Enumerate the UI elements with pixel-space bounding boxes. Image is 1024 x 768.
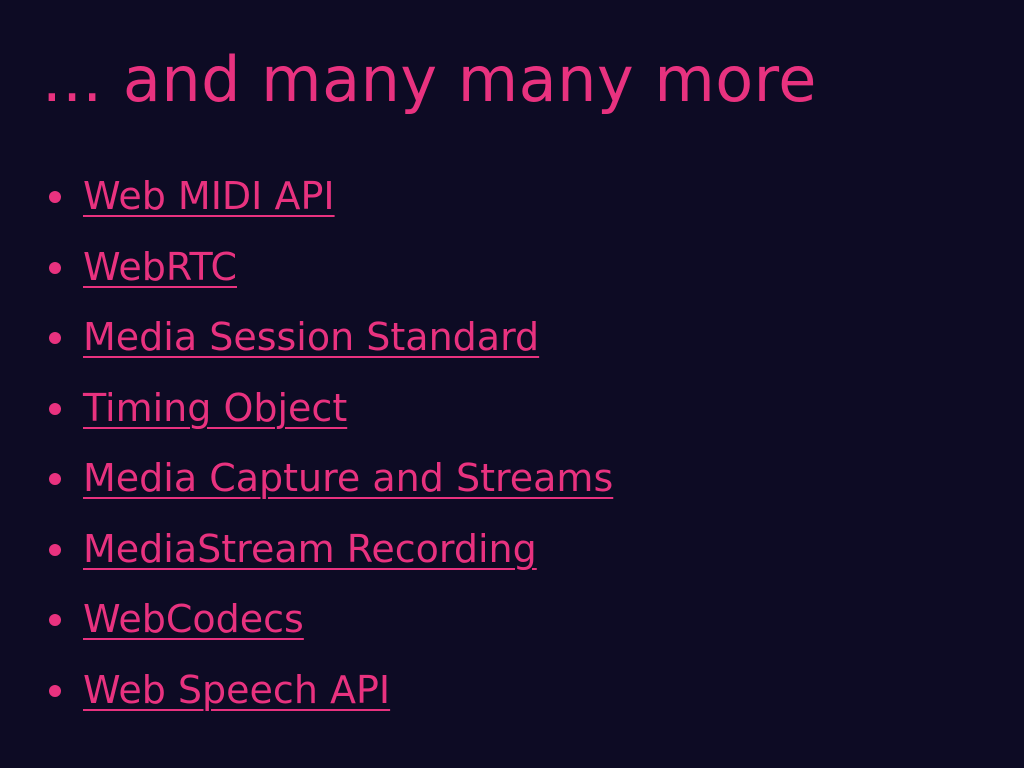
bullet-icon [49,191,61,203]
bullet-icon [49,614,61,626]
bullet-icon [49,332,61,344]
list-item: Timing Object [42,380,1024,451]
bullet-icon [49,543,61,556]
link-webcodecs[interactable]: WebCodecs [83,597,304,641]
link-mediastream-recording[interactable]: MediaStream Recording [83,526,537,571]
link-media-session-standard[interactable]: Media Session Standard [83,315,540,359]
list-item: WebCodecs [42,591,1024,662]
link-web-speech-api[interactable]: Web Speech API [83,667,391,712]
list-item: Media Capture and Streams [42,450,1024,521]
list-item: MediaStream Recording [42,521,1024,592]
bullet-icon [49,402,61,415]
list-item: Media Session Standard [42,309,1024,380]
link-timing-object[interactable]: Timing Object [83,385,348,430]
slide-title: ... and many many more [42,43,817,116]
list-item: Web Speech API [42,662,1024,733]
link-web-midi-api[interactable]: Web MIDI API [83,174,335,218]
list-item: Web MIDI API [42,168,1024,239]
link-list: Web MIDI API WebRTC Media Session Standa… [42,168,1024,732]
link-webrtc[interactable]: WebRTC [83,244,238,289]
link-media-capture-and-streams[interactable]: Media Capture and Streams [83,456,614,500]
bullet-icon [49,261,61,274]
bullet-icon [49,684,61,697]
list-item: WebRTC [42,239,1024,310]
bullet-icon [49,473,61,485]
